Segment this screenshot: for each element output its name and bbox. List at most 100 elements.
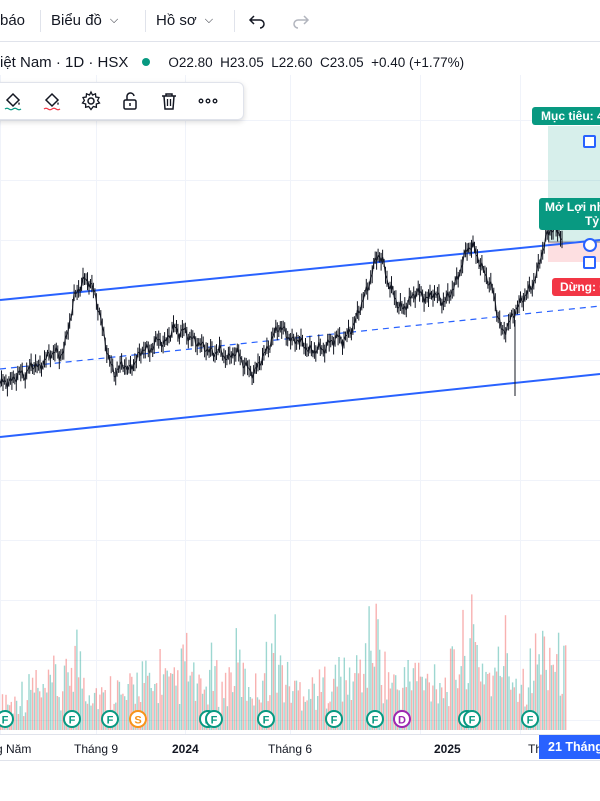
time-axis-tick-label: g Năm xyxy=(0,742,31,756)
volume-bar xyxy=(315,710,316,730)
volume-bar xyxy=(149,673,150,730)
volume-bar xyxy=(298,690,299,730)
volume-bar xyxy=(190,676,191,730)
volume-bar xyxy=(184,661,185,730)
stop-label: Dừng: 0 xyxy=(552,278,600,296)
chart-menu-button[interactable]: Biểu đồ ⌵ xyxy=(41,0,145,42)
event-marker-label: F xyxy=(263,715,270,727)
high-value: H23.05 xyxy=(220,55,264,70)
crosshair-date-badge: 21 Tháng xyxy=(539,735,600,759)
fill-color-button[interactable] xyxy=(0,82,32,120)
volume-bar xyxy=(501,677,502,730)
volume-bar xyxy=(391,683,392,730)
volume-bar xyxy=(252,699,253,730)
volume-bar xyxy=(354,673,355,730)
volume-bar xyxy=(62,691,63,730)
volume-bar xyxy=(503,666,504,730)
delete-button[interactable] xyxy=(149,82,188,120)
redo-button[interactable] xyxy=(279,0,323,42)
volume-bar xyxy=(448,706,449,730)
volume-bar xyxy=(161,695,162,730)
time-axis-tick-label: Tháng 9 xyxy=(74,742,118,756)
volume-bar xyxy=(27,700,28,730)
entry-handle[interactable] xyxy=(583,238,597,252)
volume-bar xyxy=(519,694,520,730)
volume-bar xyxy=(321,692,322,730)
event-marker-label: F xyxy=(107,715,114,727)
volume-bar xyxy=(51,682,52,730)
symbol-title[interactable]: iệt Nam · 1D · HSX xyxy=(0,54,128,71)
volume-bar xyxy=(227,706,228,730)
event-marker-label: F xyxy=(331,715,338,727)
fill-color-button-2[interactable] xyxy=(32,82,71,120)
volume-bar xyxy=(308,689,309,730)
volume-bar xyxy=(99,695,100,730)
volume-bar xyxy=(244,669,245,730)
volume-bar xyxy=(85,701,86,730)
volume-bar xyxy=(310,699,311,730)
open-profit-line2: Tỷ xyxy=(545,214,600,228)
volume-bar xyxy=(156,683,157,730)
event-marker-label: F xyxy=(372,715,379,727)
volume-bar xyxy=(418,663,419,730)
volume-bar xyxy=(124,696,125,730)
volume-bar xyxy=(236,628,237,730)
volume-bar xyxy=(55,664,56,730)
undo-button[interactable] xyxy=(235,0,279,42)
volume-bar xyxy=(450,649,451,730)
volume-bar xyxy=(48,670,49,730)
volume-bar xyxy=(547,690,548,730)
volume-bar xyxy=(193,662,194,730)
volume-bar xyxy=(386,700,387,731)
event-marker-label: F xyxy=(2,715,9,727)
volume-bar xyxy=(167,671,168,730)
candle xyxy=(264,352,266,353)
volume-bar xyxy=(58,697,59,730)
lock-button[interactable] xyxy=(110,82,149,120)
volume-bar xyxy=(276,693,277,730)
volume-bar xyxy=(32,678,33,730)
volume-bar xyxy=(246,701,247,730)
target-handle[interactable] xyxy=(583,135,596,148)
volume-bar xyxy=(558,633,559,730)
volume-bar xyxy=(46,693,47,731)
more-icon xyxy=(197,90,219,112)
volume-bar xyxy=(457,688,458,730)
volume-bar xyxy=(351,700,352,730)
volume-bar xyxy=(492,676,493,730)
volume-bar xyxy=(50,675,51,730)
volume-bar xyxy=(480,682,481,731)
volume-bar xyxy=(563,646,564,730)
volume-bar xyxy=(453,649,454,730)
volume-bar xyxy=(291,703,292,730)
volume-bar xyxy=(195,701,196,730)
volume-bar xyxy=(314,684,315,730)
alerts-menu[interactable]: báo xyxy=(0,0,40,42)
more-button[interactable] xyxy=(188,82,227,120)
volume-bar xyxy=(181,649,182,731)
channel-upper-line xyxy=(0,240,600,300)
chevron-down-icon: ⌵ xyxy=(110,14,118,27)
volume-bar xyxy=(416,681,417,730)
volume-bar xyxy=(441,687,442,730)
volume-bar xyxy=(430,702,431,731)
volume-bar xyxy=(232,692,233,730)
profile-menu-button[interactable]: Hồ sơ ⌵ xyxy=(146,0,234,42)
candle xyxy=(258,362,260,363)
event-marker-label: F xyxy=(69,715,76,727)
redo-icon xyxy=(292,13,310,29)
stop-handle[interactable] xyxy=(583,256,596,269)
low-value: L22.60 xyxy=(271,55,312,70)
volume-bar xyxy=(432,686,433,731)
drawing-toolbar xyxy=(0,82,244,120)
volume-bar xyxy=(540,675,541,730)
open-profit-line1: Mở Lợi nh xyxy=(545,200,600,214)
settings-button[interactable] xyxy=(71,82,110,120)
volume-bar xyxy=(443,698,444,730)
volume-bar xyxy=(39,691,40,730)
volume-bar xyxy=(165,668,166,730)
volume-bar xyxy=(294,681,295,730)
volume-bar xyxy=(16,701,17,730)
